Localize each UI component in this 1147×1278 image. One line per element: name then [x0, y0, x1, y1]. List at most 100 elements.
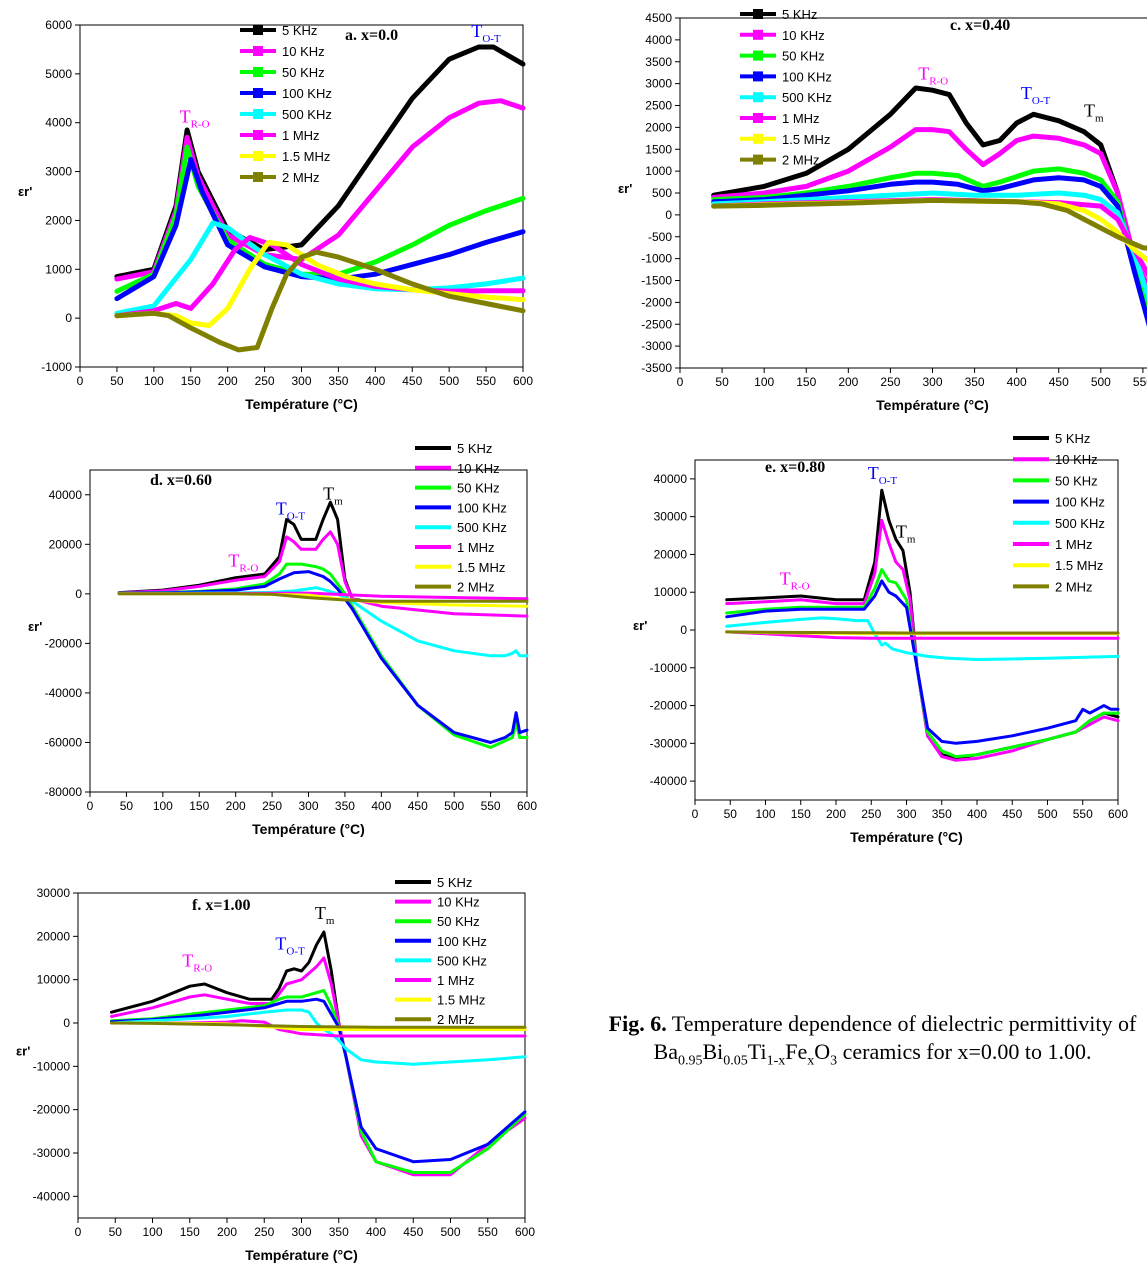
x-tick-label: 300 [298, 799, 318, 813]
y-tick-label: 3000 [645, 77, 672, 91]
caption-sub: 0.05 [723, 1053, 748, 1069]
x-tick-label: 300 [291, 1225, 311, 1239]
transition-annotation: TO-T [471, 21, 501, 45]
y-tick-label: 3000 [45, 165, 72, 179]
series-line [110, 989, 527, 1174]
x-axis-label: Température (°C) [876, 397, 989, 413]
legend-label: 1.5 MHz [457, 560, 505, 575]
legend-label: 500 KHz [437, 953, 487, 968]
y-tick-label: 6000 [45, 18, 72, 32]
x-tick-label: 500 [439, 374, 459, 388]
y-tick-label: -40000 [45, 686, 83, 700]
transition-annotation: Tm [1084, 100, 1104, 124]
x-tick-label: 450 [402, 374, 422, 388]
y-tick-label: 30000 [654, 510, 688, 524]
x-tick-label: 350 [965, 375, 985, 389]
y-tick-label: -30000 [33, 1146, 71, 1160]
legend-label: 100 KHz [437, 934, 487, 949]
caption-text: Bi [702, 1039, 724, 1064]
x-tick-label: 250 [262, 799, 282, 813]
legend-label: 1 MHz [282, 128, 320, 143]
y-tick-label: 4000 [645, 33, 672, 47]
legend-label: 5 KHz [457, 441, 492, 456]
y-tick-label: -1500 [641, 274, 672, 288]
y-tick-label: 2500 [645, 99, 672, 113]
caption-text: Temperature dependence of dielectric per… [653, 1011, 1137, 1064]
x-tick-label: 50 [120, 799, 134, 813]
x-tick-label: 450 [1002, 807, 1022, 821]
caption-label: Fig. 6. [608, 1011, 667, 1036]
legend-label: 2 MHz [282, 170, 320, 185]
legend-label: 2 MHz [457, 580, 495, 595]
y-axis-label: εr' [28, 619, 42, 634]
legend-label: 1.5 MHz [782, 132, 830, 147]
transition-annotation: TR-O [780, 569, 810, 593]
y-tick-label: -60000 [45, 735, 83, 749]
x-tick-label: 200 [226, 799, 246, 813]
y-tick-label: 0 [680, 623, 687, 637]
legend-marker [753, 154, 763, 165]
legend-label: 10 KHz [457, 461, 500, 476]
series-line [725, 630, 1120, 635]
x-tick-label: 200 [217, 1225, 237, 1239]
legend-label: 1.5 MHz [282, 149, 330, 164]
x-tick-label: 450 [1049, 375, 1069, 389]
x-tick-label: 400 [366, 1225, 386, 1239]
series-line [110, 997, 527, 1164]
legend-label: 50 KHz [282, 65, 325, 80]
x-tick-label: 500 [444, 799, 464, 813]
x-axis-label: Température (°C) [252, 821, 365, 837]
y-tick-label: -3500 [641, 361, 672, 375]
chart-title: c. x=0.40 [950, 17, 1010, 34]
x-tick-label: 300 [291, 374, 311, 388]
legend-marker [753, 9, 763, 19]
y-tick-label: -3000 [641, 339, 672, 353]
y-tick-label: -10000 [33, 1059, 71, 1073]
y-tick-label: 500 [652, 186, 672, 200]
legend-marker [253, 46, 263, 56]
x-tick-label: 250 [254, 1225, 274, 1239]
caption-text: ceramics for x=0.00 to 1.00. [837, 1039, 1092, 1064]
x-tick-label: 550 [1133, 375, 1147, 389]
x-tick-label: 150 [180, 1225, 200, 1239]
series-line [117, 500, 369, 603]
series-line [110, 930, 363, 1133]
x-tick-label: 450 [403, 1225, 423, 1239]
transition-annotation: TO-T [276, 499, 306, 523]
series-line [711, 197, 1147, 263]
caption-sub: x [807, 1053, 815, 1069]
x-tick-label: 550 [481, 799, 501, 813]
transition-annotation: Tm [896, 521, 916, 545]
legend-label: 2 MHz [782, 153, 820, 168]
y-tick-label: 4500 [645, 11, 672, 25]
x-tick-label: 0 [75, 1225, 82, 1239]
legend-label: 1 MHz [457, 540, 495, 555]
y-tick-label: 0 [665, 208, 672, 222]
legend-marker [253, 88, 263, 98]
x-tick-label: 50 [715, 375, 729, 389]
y-tick-label: -2000 [641, 295, 672, 309]
series-line [711, 197, 1147, 251]
y-tick-label: 0 [63, 1016, 70, 1030]
chart-title: f. x=1.00 [192, 897, 250, 914]
legend-label: 1 MHz [1055, 537, 1093, 552]
chart-title: d. x=0.60 [150, 472, 212, 489]
x-tick-label: 250 [255, 374, 275, 388]
series-line [725, 616, 1120, 661]
y-tick-label: 0 [65, 311, 72, 325]
y-tick-label: 10000 [654, 585, 688, 599]
x-tick-label: 600 [513, 374, 533, 388]
x-tick-label: 500 [440, 1225, 460, 1239]
x-tick-label: 150 [791, 807, 811, 821]
x-tick-label: 0 [677, 375, 684, 389]
x-tick-label: 250 [880, 375, 900, 389]
legend-label: 100 KHz [782, 69, 832, 84]
y-tick-label: -500 [648, 230, 672, 244]
x-tick-label: 0 [77, 374, 84, 388]
x-tick-label: 300 [896, 807, 916, 821]
x-tick-label: 100 [142, 1225, 162, 1239]
y-tick-label: 2000 [645, 120, 672, 134]
y-tick-label: 2000 [45, 213, 72, 227]
x-tick-label: 350 [328, 374, 348, 388]
x-axis-label: Température (°C) [245, 1247, 358, 1263]
